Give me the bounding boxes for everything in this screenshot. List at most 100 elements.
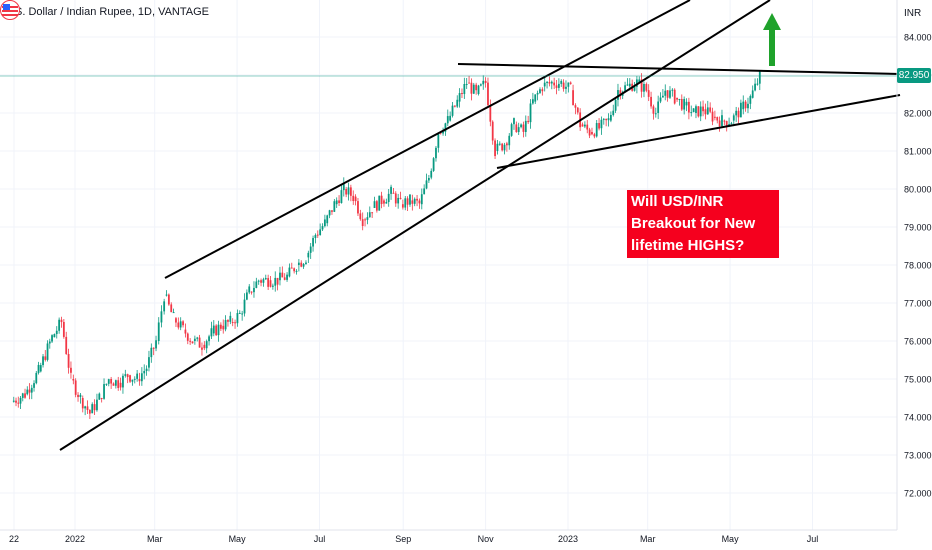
candle-body [341, 190, 343, 203]
candle-body [51, 335, 53, 341]
candle-body [721, 115, 723, 126]
y-tick-label: 78.000 [904, 261, 932, 271]
candle-body [530, 103, 532, 122]
y-tick-label: 80.000 [904, 185, 932, 195]
candle-body [155, 340, 157, 348]
candle-body [544, 83, 546, 87]
y-tick-label: 74.000 [904, 413, 932, 423]
candle-body [26, 390, 28, 395]
y-tick-label: 82.000 [904, 109, 932, 119]
candle-body [669, 90, 671, 97]
x-tick-label: Nov [478, 534, 495, 544]
candle-body [546, 82, 548, 83]
candle-body [497, 144, 499, 151]
candle-body [582, 124, 584, 126]
candle-body [17, 403, 19, 404]
candle-body [47, 343, 49, 359]
candle-body [177, 323, 179, 328]
annotation-line: lifetime HIGHS? [631, 235, 779, 257]
candle-body [657, 102, 659, 113]
candle-body [433, 158, 435, 171]
candle-body [419, 201, 421, 204]
candle-body [759, 71, 761, 83]
candle-body [371, 212, 373, 213]
candle-body [251, 292, 253, 293]
y-tick-label: 77.000 [904, 299, 932, 309]
candle-body [681, 99, 683, 110]
candle-body [671, 90, 673, 91]
candle-body [560, 81, 562, 84]
candle-body [653, 106, 655, 113]
candle-body [527, 121, 529, 122]
candle-body [148, 357, 150, 367]
candle-body [482, 81, 484, 84]
candle-body [201, 348, 203, 350]
candle-body [378, 196, 380, 211]
candle-body [75, 380, 77, 394]
candle-body [390, 187, 392, 194]
candle-body [255, 282, 257, 288]
candle-body [608, 118, 610, 120]
candle-body [20, 398, 22, 404]
candle-body [414, 199, 416, 204]
candle-body [719, 121, 721, 127]
candle-body [563, 83, 565, 89]
candle-body [194, 339, 196, 341]
candle-body [284, 277, 286, 280]
candle-body [82, 398, 84, 408]
candle-body [553, 83, 555, 86]
annotation-line: Breakout for New [631, 213, 779, 235]
candle-body [289, 268, 291, 277]
candle-body [714, 117, 716, 118]
candle-body [388, 194, 390, 202]
candle-body [225, 320, 227, 329]
candle-body [117, 380, 119, 388]
candle-body [134, 379, 136, 380]
candle-body [402, 204, 404, 207]
channel-upper-line[interactable] [165, 0, 690, 278]
candle-body [707, 107, 709, 114]
support-line[interactable] [497, 95, 900, 168]
candle-body [317, 235, 319, 236]
candle-body [645, 84, 647, 91]
candle-body [208, 336, 210, 341]
candle-body [643, 84, 645, 92]
candle-body [508, 136, 510, 145]
candle-body [227, 320, 229, 322]
candle-body [461, 93, 463, 94]
resistance-line[interactable] [458, 64, 900, 74]
candle-body [80, 395, 82, 397]
y-tick-label: 84.000 [904, 33, 932, 43]
candle-body [305, 263, 307, 264]
candle-body [206, 341, 208, 348]
candle-body [525, 121, 527, 132]
candle-body [593, 134, 595, 136]
candle-body [49, 342, 51, 344]
candle-body [244, 300, 246, 314]
candle-body [664, 91, 666, 96]
candle-body [534, 94, 536, 101]
us-flag-icon[interactable] [0, 0, 20, 20]
candle-body [146, 369, 148, 371]
candle-body [338, 200, 340, 203]
candle-body [291, 268, 293, 269]
candle-body [537, 93, 539, 94]
candle-body [329, 210, 331, 215]
candle-body [679, 99, 681, 100]
candle-body [695, 106, 697, 113]
candle-body [612, 111, 614, 115]
candle-body [556, 85, 558, 88]
candle-body [279, 273, 281, 281]
candle-body [94, 404, 96, 410]
y-tick-label: 81.000 [904, 147, 932, 157]
candle-body [523, 125, 525, 132]
candle-body [24, 393, 26, 397]
candle-body [407, 198, 409, 204]
y-tick-label: 75.000 [904, 375, 932, 385]
candle-body [518, 127, 520, 132]
candle-body [383, 200, 385, 203]
x-tick-label: Mar [640, 534, 656, 544]
candle-body [203, 345, 205, 348]
